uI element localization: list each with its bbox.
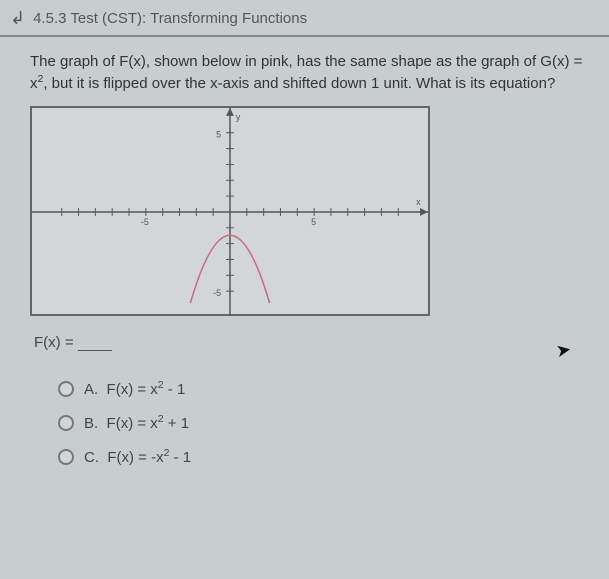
option-prefix: F(x) = x (107, 415, 158, 432)
answer-blank (78, 350, 112, 351)
option-a[interactable]: A. F(x) = x2 - 1 (58, 379, 589, 398)
page-header: ↳ 4.5.3 Test (CST): Transforming Functio… (0, 0, 609, 37)
option-letter: C. (84, 449, 99, 466)
question-part2: , but it is flipped over the x-axis and … (43, 75, 555, 92)
radio-icon[interactable] (58, 415, 74, 431)
back-icon[interactable]: ↳ (10, 8, 25, 29)
option-label: A. F(x) = x2 - 1 (84, 379, 185, 398)
option-letter: A. (84, 381, 98, 398)
option-label: C. F(x) = -x2 - 1 (84, 447, 191, 466)
pos5-label: 5 (311, 217, 316, 227)
x-arrow (420, 208, 428, 216)
radio-icon[interactable] (58, 449, 74, 465)
option-prefix: F(x) = x (107, 381, 158, 398)
y-arrow (226, 108, 234, 116)
option-prefix: F(x) = -x (107, 449, 163, 466)
header-title: 4.5.3 Test (CST): Transforming Functions (33, 10, 307, 27)
answer-prefix: F(x) = (34, 334, 78, 351)
y5-label: 5 (216, 130, 221, 140)
chart-svg: y x -5 5 5 -5 (32, 108, 428, 316)
option-suffix: - 1 (164, 381, 186, 398)
function-chart: y x -5 5 5 -5 (30, 106, 430, 316)
options-list: A. F(x) = x2 - 1 B. F(x) = x2 + 1 C. F(x… (58, 379, 589, 466)
option-label: B. F(x) = x2 + 1 (84, 413, 189, 432)
option-suffix: + 1 (164, 415, 189, 432)
option-suffix: - 1 (169, 449, 191, 466)
radio-icon[interactable] (58, 381, 74, 397)
option-letter: B. (84, 415, 98, 432)
answer-prompt: F(x) = (34, 334, 589, 351)
neg5-label: -5 (141, 217, 149, 227)
yneg5-label: -5 (213, 288, 221, 298)
content-area: The graph of F(x), shown below in pink, … (0, 37, 609, 466)
option-b[interactable]: B. F(x) = x2 + 1 (58, 413, 589, 432)
y-label: y (236, 112, 241, 122)
cursor-icon: ➤ (554, 339, 573, 362)
question-text: The graph of F(x), shown below in pink, … (30, 51, 589, 94)
x-label: x (416, 197, 421, 207)
option-c[interactable]: C. F(x) = -x2 - 1 (58, 447, 589, 466)
